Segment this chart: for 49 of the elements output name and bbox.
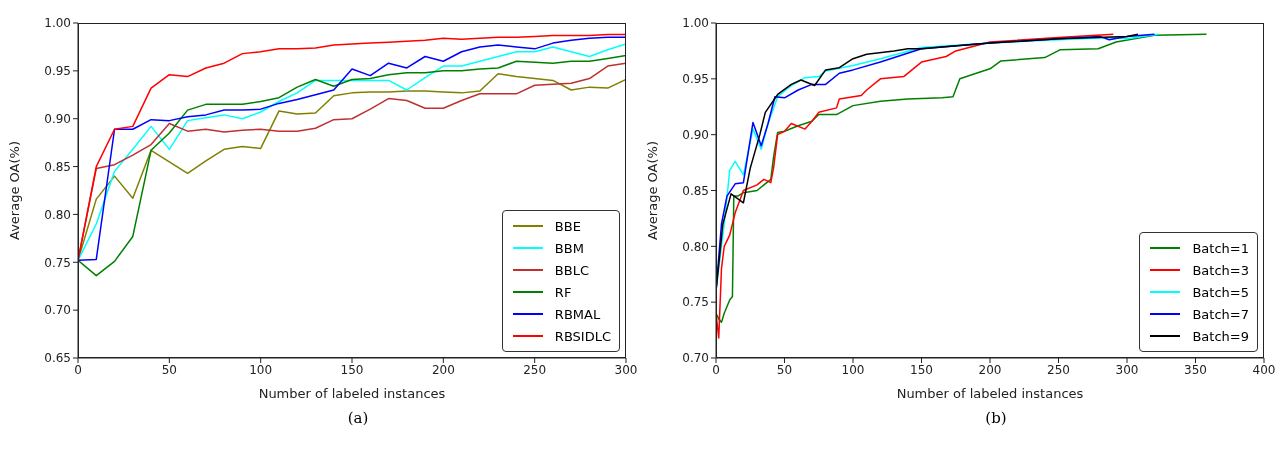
- y-tick-label: 1.00: [44, 16, 71, 31]
- y-tick-label: 0.75: [44, 255, 71, 270]
- y-tick-label: 0.95: [44, 64, 71, 79]
- legend-label: Batch=9: [1192, 328, 1249, 344]
- x-tick-label: 250: [1047, 362, 1070, 377]
- y-tick-label: 0.85: [682, 183, 709, 198]
- y-tick-label: 0.70: [44, 303, 71, 318]
- y-tick-label: 0.80: [44, 207, 71, 222]
- x-tick-label: 0: [74, 362, 82, 377]
- y-tick-label: 0.65: [44, 351, 71, 366]
- legend-label: BBLC: [554, 262, 590, 278]
- y-axis-title: Average OA(%): [644, 141, 660, 240]
- legend-label: RBSIDLC: [554, 328, 611, 344]
- x-tick-label: 0: [712, 362, 720, 377]
- y-tick-label: 0.90: [44, 111, 71, 126]
- legend-label: BBM: [554, 240, 584, 256]
- x-axis-title: Number of labeled instances: [258, 386, 446, 401]
- x-tick-label: 250: [523, 362, 547, 377]
- legend-label: Batch=7: [1192, 306, 1249, 322]
- x-tick-label: 200: [431, 362, 455, 377]
- y-tick-label: 0.95: [682, 72, 709, 87]
- legend-label: BBE: [554, 218, 581, 234]
- x-tick-label: 100: [841, 362, 865, 377]
- text: (b): [984, 409, 1008, 427]
- legend-label: Batch=3: [1192, 262, 1249, 278]
- y-axis-title: Average OA(%): [6, 141, 22, 240]
- legend-label: Batch=1: [1192, 240, 1249, 256]
- x-tick-label: 150: [340, 362, 364, 377]
- x-tick-label: 200: [978, 362, 1002, 377]
- x-tick-label: 300: [614, 362, 638, 377]
- y-tick-label: 0.70: [682, 351, 709, 366]
- x-tick-label: 100: [249, 362, 273, 377]
- y-tick-label: 0.85: [44, 159, 71, 174]
- text: (a): [346, 409, 370, 427]
- legend-label: Batch=5: [1192, 284, 1249, 300]
- y-tick-label: 1.00: [682, 16, 709, 31]
- legend-label: RBMAL: [554, 306, 601, 322]
- x-tick-label: 400: [1252, 362, 1276, 377]
- line-series: [716, 33, 1115, 339]
- x-tick-label: 50: [776, 362, 793, 377]
- x-tick-label: 50: [161, 362, 177, 377]
- x-tick-label: 150: [910, 362, 933, 377]
- x-tick-label: 300: [1115, 362, 1139, 377]
- y-tick-label: 0.75: [682, 295, 709, 310]
- x-tick-label: 350: [1184, 362, 1207, 377]
- y-tick-label: 0.80: [682, 239, 709, 254]
- x-axis-title: Number of labeled instances: [896, 386, 1084, 401]
- y-tick-label: 0.90: [682, 127, 709, 142]
- legend-label: RF: [554, 284, 572, 300]
